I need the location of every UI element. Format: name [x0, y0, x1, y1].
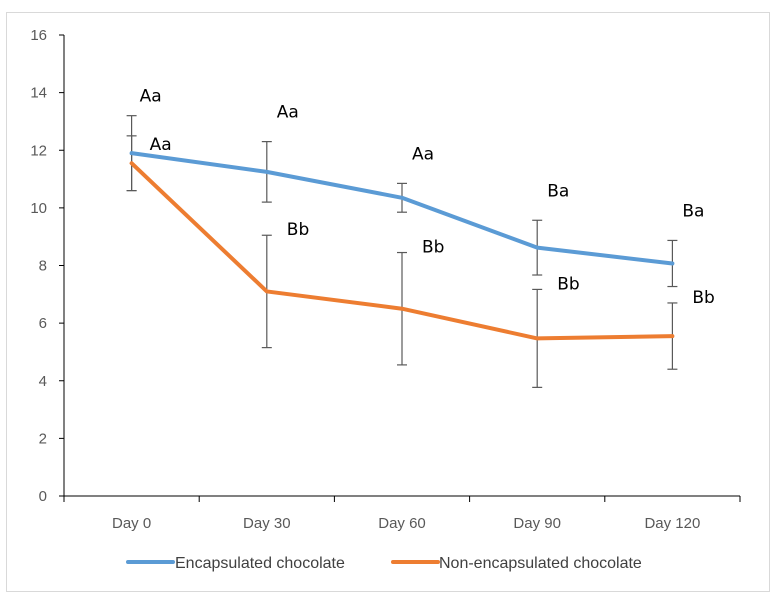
- data-label: Aa: [150, 135, 172, 155]
- y-tick-label: 4: [39, 373, 47, 390]
- data-label: Ba: [547, 181, 569, 201]
- y-tick-label: 10: [30, 200, 47, 217]
- legend-label: Encapsulated chocolate: [175, 555, 345, 572]
- legend: Encapsulated chocolate Non-encapsulated c…: [126, 555, 642, 572]
- y-tick-label: 16: [30, 27, 47, 44]
- x-tick-label: Day 120: [644, 515, 700, 532]
- chart-frame: [6, 12, 770, 592]
- y-tick-label: 14: [30, 85, 47, 102]
- series-line-encapsulated: [129, 151, 675, 266]
- x-tick-label: Day 0: [112, 515, 151, 532]
- y-tick-label: 2: [39, 430, 47, 447]
- data-label: Aa: [412, 144, 434, 164]
- y-tick-label: 0: [39, 488, 47, 505]
- data-label: Bb: [692, 288, 714, 308]
- y-tick-label: 12: [30, 142, 47, 159]
- data-label: Aa: [277, 103, 299, 123]
- series-lines: [129, 151, 675, 341]
- x-tick-label: Day 30: [243, 515, 291, 532]
- series-line-non-encapsulated: [129, 161, 675, 341]
- data-label: Ba: [682, 201, 704, 221]
- data-label: Bb: [287, 220, 309, 240]
- data-labels: Aa Aa Aa Ba Ba Aa Bb Bb Bb Bb: [140, 87, 715, 308]
- data-label: Bb: [422, 238, 444, 258]
- x-tick-label: Day 60: [378, 515, 426, 532]
- legend-label: Non-encapsulated chocolate: [439, 555, 642, 572]
- y-tick-label: 6: [39, 315, 47, 332]
- data-label: Bb: [557, 274, 579, 294]
- y-tick-label: 8: [39, 258, 47, 275]
- x-tick-label: Day 90: [513, 515, 561, 532]
- data-label: Aa: [140, 87, 162, 107]
- error-bars: [126, 115, 678, 388]
- axes: 0 2 4 6 8 10 12 14 16 Day 0 Day 30 Day 60 Day 90 Day …: [30, 27, 741, 532]
